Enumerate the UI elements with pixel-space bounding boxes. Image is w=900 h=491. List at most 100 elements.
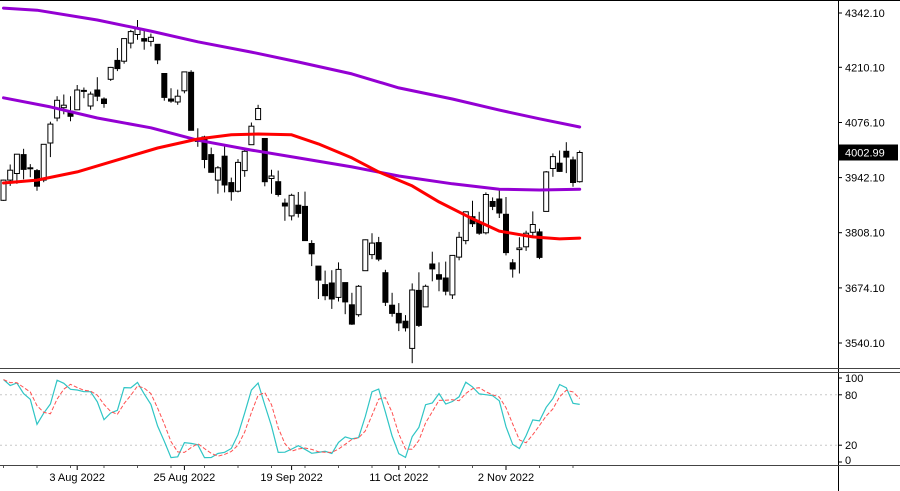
candle[interactable] [389, 292, 396, 317]
candle-body [523, 232, 530, 248]
candle[interactable] [101, 97, 107, 108]
candle[interactable] [40, 143, 47, 183]
candle[interactable] [523, 230, 530, 251]
candle[interactable] [228, 177, 235, 201]
candle[interactable] [382, 269, 389, 306]
candle[interactable] [556, 150, 563, 172]
candle[interactable] [94, 77, 101, 102]
candle-body [121, 38, 128, 62]
candle[interactable] [295, 192, 302, 218]
price-axis[interactable]: 4342.10 4210.10 4076.10 3942.10 3808.10 3674.… [838, 8, 885, 350]
candle[interactable] [161, 73, 168, 101]
candle[interactable] [27, 164, 34, 178]
candle[interactable] [335, 262, 342, 302]
candle[interactable] [576, 150, 583, 183]
candle[interactable] [415, 272, 422, 327]
candle[interactable] [322, 270, 329, 301]
candle[interactable] [208, 147, 215, 173]
candle[interactable] [375, 236, 382, 262]
candle[interactable] [422, 284, 429, 308]
candle[interactable] [141, 29, 148, 50]
candle[interactable] [509, 259, 516, 278]
candle[interactable] [563, 142, 570, 174]
candle[interactable] [315, 265, 322, 299]
candle-body [147, 36, 154, 42]
candle[interactable] [80, 87, 87, 99]
time-axis[interactable]: 3 Aug 2022 25 Aug 2022 19 Sep 2022 11 Oct 2… [3, 466, 574, 484]
candle-body [462, 211, 469, 242]
indicator-axis[interactable]: 100 80 20 0 [838, 373, 863, 467]
candle[interactable] [362, 239, 369, 272]
candle[interactable] [489, 197, 496, 211]
candle[interactable] [168, 88, 174, 103]
candle[interactable] [268, 169, 275, 194]
candle-body [107, 66, 114, 80]
candle[interactable] [20, 148, 27, 180]
candle-body [74, 89, 81, 111]
candle-body [549, 156, 556, 170]
candle-body [328, 282, 335, 300]
candle[interactable] [308, 240, 315, 267]
candlesticks-layer [0, 20, 583, 364]
candle-body [395, 312, 402, 324]
candle[interactable] [549, 153, 556, 177]
candle[interactable] [281, 198, 288, 221]
candle[interactable] [261, 138, 268, 187]
candle-body [7, 169, 14, 181]
candle[interactable] [516, 237, 523, 274]
candle[interactable] [241, 149, 248, 177]
candle-body [221, 155, 228, 186]
candle[interactable] [288, 193, 295, 221]
candle-body [241, 150, 248, 172]
candle[interactable] [536, 228, 543, 260]
candle-body [235, 161, 241, 192]
candle[interactable] [221, 146, 228, 193]
candle-body [509, 262, 516, 270]
candle[interactable] [121, 38, 128, 64]
candle[interactable] [442, 261, 449, 296]
candle[interactable] [342, 282, 349, 315]
candle[interactable] [188, 70, 195, 131]
candle[interactable] [302, 191, 308, 242]
candle[interactable] [395, 303, 402, 332]
candle[interactable] [275, 170, 282, 197]
candle[interactable] [255, 104, 262, 121]
candle-body [114, 59, 121, 70]
candle[interactable] [369, 233, 375, 260]
candle[interactable] [127, 29, 134, 49]
candle[interactable] [214, 166, 221, 194]
candle[interactable] [436, 262, 442, 292]
candle[interactable] [328, 270, 335, 309]
price-axis-label: 3540.10 [845, 338, 885, 350]
candle[interactable] [482, 192, 489, 235]
stochastic-panel [0, 379, 838, 459]
candle[interactable] [114, 48, 121, 72]
candle[interactable] [429, 251, 436, 282]
candle[interactable] [496, 190, 503, 218]
candle[interactable] [402, 315, 409, 332]
candle[interactable] [87, 91, 94, 110]
ma-long-purple-line [2, 6, 582, 129]
candle[interactable] [235, 159, 241, 193]
candle[interactable] [529, 211, 536, 236]
candle[interactable] [449, 254, 456, 299]
candle[interactable] [355, 285, 362, 317]
candle[interactable] [570, 156, 576, 187]
indicator-axis-label: 80 [845, 390, 857, 402]
candle[interactable] [348, 292, 355, 325]
candle[interactable] [13, 153, 20, 184]
candle-body [456, 236, 463, 258]
candle[interactable] [456, 231, 463, 261]
candle-body [489, 201, 496, 207]
candle[interactable] [154, 43, 161, 65]
candle-body [154, 43, 161, 61]
candle[interactable] [47, 121, 54, 158]
candle[interactable] [181, 71, 188, 94]
candle[interactable] [174, 89, 181, 105]
candle[interactable] [107, 66, 114, 81]
candle[interactable] [147, 33, 154, 47]
candle[interactable] [409, 283, 416, 364]
candle-body [181, 71, 188, 92]
candle[interactable] [74, 85, 81, 111]
